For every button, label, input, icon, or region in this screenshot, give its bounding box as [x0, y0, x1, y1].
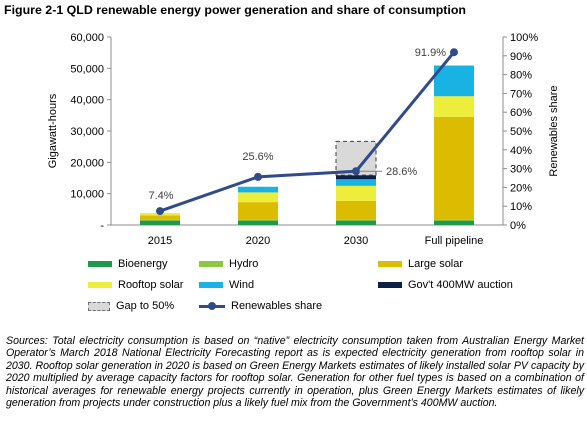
legend-item: Hydro [199, 258, 258, 270]
x-tick-label: 2015 [148, 235, 172, 247]
sources-note: Sources: Total electricity consumption i… [6, 335, 584, 410]
legend-label: Rooftop solar [118, 279, 184, 291]
bar-bioenergy [140, 220, 180, 225]
legend-swatch [378, 261, 402, 267]
legend-swatch [378, 282, 402, 288]
bar-rooftop-solar [238, 192, 278, 203]
bar-hydro [434, 219, 474, 221]
y2-tick-label: 50% [510, 126, 532, 138]
renewables-share-point [254, 172, 262, 181]
bar-gov-t-400mw-auction [336, 175, 376, 180]
renewables-share-label: 25.6% [242, 151, 273, 163]
renewables-share-label: 91.9% [415, 47, 446, 59]
renewables-share-point [450, 48, 458, 57]
y-tick-label: 20,000 [70, 157, 104, 169]
y2-tick-label: 30% [510, 164, 532, 176]
y2-tick-label: 80% [510, 70, 532, 82]
bar-large-solar [434, 116, 474, 220]
legend-label: Wind [229, 279, 255, 291]
chart: - 10,000 20,000 30,000 40,000 50,000 60,000 0% 1… [47, 32, 560, 247]
y2-tick-label: 10% [510, 201, 532, 213]
legend-swatch [199, 282, 223, 288]
y2-tick-label: 90% [510, 51, 532, 63]
bar-wind [238, 186, 278, 193]
y-tick-label: 50,000 [70, 63, 104, 75]
y2-tick-label: 60% [510, 107, 532, 119]
legend-item: Wind [199, 279, 254, 291]
legend: Bioenergy Hydro Large solar Rooftop solar Wi… [0, 256, 587, 318]
y-tick-label: 30,000 [70, 126, 104, 138]
legend-label: Large solar [408, 258, 464, 270]
legend-label: Hydro [229, 258, 259, 270]
renewables-share-line [159, 51, 456, 213]
legend-line-swatch [199, 301, 225, 311]
legend-item: Bioenergy [88, 258, 168, 270]
renewables-share-point [156, 207, 164, 216]
bar-bioenergy [434, 220, 474, 225]
bar-bioenergy [238, 220, 278, 225]
bar-large-solar [140, 215, 180, 220]
y2-axis-title: Renewables share [548, 85, 560, 176]
bar-large-solar [336, 200, 376, 220]
bar-rooftop-solar [336, 185, 376, 201]
figure-title: Figure 2-1 QLD renewable energy power ge… [4, 3, 466, 17]
legend-label: Gap to 50% [116, 300, 175, 312]
x-tick-label: 2020 [246, 235, 270, 247]
bar-rooftop-solar [434, 96, 474, 117]
bar-bioenergy [336, 220, 376, 225]
bar-hydro [238, 219, 278, 221]
legend-swatch [88, 301, 110, 311]
y2-tick-label: 20% [510, 182, 532, 194]
y-tick-label: - [100, 220, 104, 232]
legend-swatch [199, 261, 223, 267]
legend-item: Large solar [378, 258, 463, 270]
legend-swatch [88, 282, 112, 288]
y2-tick-label: 40% [510, 145, 532, 157]
legend-swatch [88, 261, 112, 267]
y-tick-label: 40,000 [70, 95, 104, 107]
bar-wind [336, 179, 376, 186]
y-tick-label: 60,000 [70, 32, 104, 44]
renewables-share-label: 28.6% [386, 166, 417, 178]
x-tick-label: Full pipeline [425, 235, 484, 247]
y2-tick-label: 0% [510, 220, 526, 232]
x-tick-label: 2030 [344, 235, 368, 247]
bar-large-solar [238, 202, 278, 220]
legend-label: Gov't 400MW auction [408, 279, 513, 291]
y-axis-title: Gigawatt-hours [47, 93, 59, 168]
legend-item: Renewables share [199, 300, 322, 312]
renewables-share-point [352, 167, 360, 176]
legend-item: Gov't 400MW auction [378, 279, 513, 291]
legend-item: Rooftop solar [88, 279, 183, 291]
bar-hydro [336, 219, 376, 221]
legend-label: Bioenergy [118, 258, 168, 270]
legend-item: Gap to 50% [88, 300, 174, 312]
y2-tick-label: 100% [510, 32, 538, 44]
legend-label: Renewables share [231, 300, 323, 312]
y-tick-label: 10,000 [70, 189, 104, 201]
y2-tick-label: 70% [510, 88, 532, 100]
bar-hydro [140, 219, 180, 221]
renewables-share-label: 7.4% [148, 190, 173, 202]
